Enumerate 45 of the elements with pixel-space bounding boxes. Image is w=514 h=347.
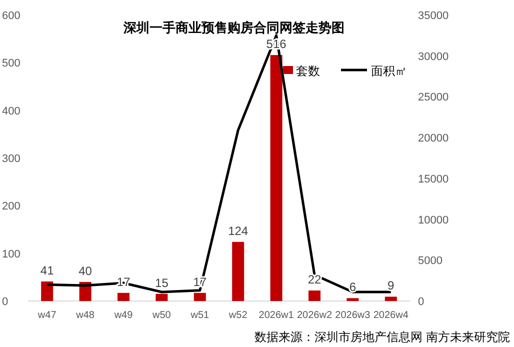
bar xyxy=(346,298,359,301)
data-label: 9 xyxy=(388,278,395,293)
data-label: 15 xyxy=(155,276,169,290)
x-tick-label: w49 xyxy=(113,310,134,321)
x-tick-label: w52 xyxy=(228,310,248,321)
y2-tick-label: 5000 xyxy=(418,255,442,268)
bar xyxy=(194,292,206,301)
bar xyxy=(156,294,168,301)
x-tick-label: 2026w2 xyxy=(296,310,332,321)
chart-title: 深圳一手商业预售购房合同网签走势图 xyxy=(122,20,344,35)
data-label: 124 xyxy=(228,224,248,238)
y2-tick-label: 20000 xyxy=(418,132,449,145)
y2-tick-label: 25000 xyxy=(418,92,449,104)
y2-tick-label: 30000 xyxy=(418,50,449,63)
x-tick-label: w48 xyxy=(75,310,95,321)
y-tick-label: 400 xyxy=(2,105,20,118)
data-label: 41 xyxy=(40,263,54,278)
x-tick-label: w50 xyxy=(152,310,172,321)
bar xyxy=(384,296,397,301)
legend-label: 套数 xyxy=(296,64,320,78)
data-label: 6 xyxy=(349,280,356,294)
bar xyxy=(270,55,282,301)
source-note: 数据来源：深圳市房地产信息网 南方未来研究院 xyxy=(254,330,510,344)
bar xyxy=(232,242,244,301)
y-tick-label: 0 xyxy=(2,296,8,308)
bar xyxy=(308,290,320,301)
x-tick-label: 2026w3 xyxy=(335,310,371,321)
y-tick-label: 200 xyxy=(2,200,20,213)
y2-tick-label: 15000 xyxy=(418,173,449,186)
y-tick-label: 300 xyxy=(2,153,20,165)
y-tick-label: 100 xyxy=(2,248,20,260)
bar xyxy=(118,292,130,301)
x-tick-label: w51 xyxy=(190,310,210,321)
data-label: 40 xyxy=(78,264,92,278)
y-tick-label: 600 xyxy=(2,10,20,22)
x-tick-label: 2026w1 xyxy=(258,310,294,321)
legend-label: 面积㎡ xyxy=(371,64,407,78)
y2-tick-label: 10000 xyxy=(418,214,449,226)
x-tick-label: 2026w4 xyxy=(373,310,409,321)
x-tick-label: w47 xyxy=(36,310,57,321)
y2-tick-label: 35000 xyxy=(418,10,449,22)
data-label: 22 xyxy=(308,272,322,287)
y-tick-label: 500 xyxy=(2,58,20,70)
bar xyxy=(41,281,54,301)
y2-tick-label: 0 xyxy=(418,296,424,308)
